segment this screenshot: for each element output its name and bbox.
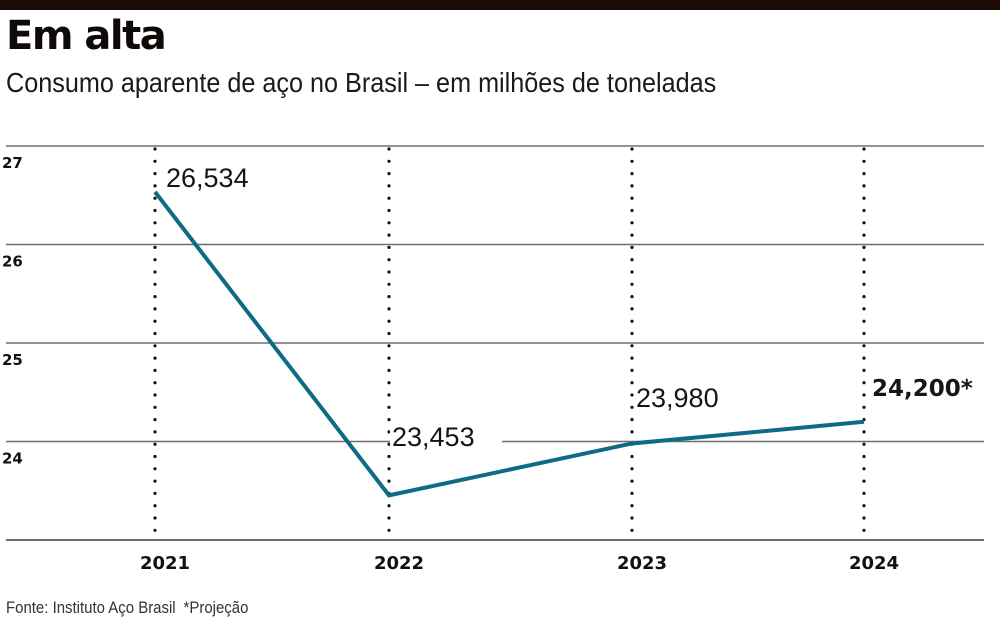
data-label: 26,534 — [166, 163, 249, 193]
y-tick-label: 27 — [2, 154, 23, 172]
y-tick-label: 25 — [2, 351, 23, 369]
y-tick-label: 24 — [2, 450, 23, 468]
x-tick-label: 2022 — [374, 553, 424, 574]
x-tick-label: 2021 — [140, 553, 190, 574]
chart-title: Em alta — [6, 13, 167, 59]
data-label-background — [390, 422, 502, 452]
x-axis-ticks: 2021 2022 2023 2024 — [140, 553, 899, 574]
gridlines — [6, 145, 984, 541]
x-tick-label: 2023 — [617, 553, 667, 574]
top-bar — [0, 0, 1000, 10]
x-tick-label: 2024 — [849, 553, 899, 574]
chart-subtitle: Consumo aparente de aço no Brasil – em m… — [6, 67, 717, 98]
data-label: 23,980 — [636, 383, 719, 413]
year-guides — [153, 147, 866, 542]
chart-footer: Fonte: Instituto Aço Brasil *Projeção — [6, 598, 248, 618]
series-line — [153, 190, 865, 498]
projection-note: *Projeção — [183, 598, 249, 617]
data-label: 23,453 — [392, 422, 475, 452]
y-tick-label: 26 — [2, 253, 23, 271]
data-label: 24,200* — [872, 376, 973, 402]
data-labels: 26,534 23,453 23,980 24,200* — [166, 163, 973, 452]
y-axis-ticks: 27 26 25 24 — [2, 154, 23, 468]
source-note: Fonte: Instituto Aço Brasil — [6, 598, 176, 617]
data-line — [153, 190, 865, 498]
